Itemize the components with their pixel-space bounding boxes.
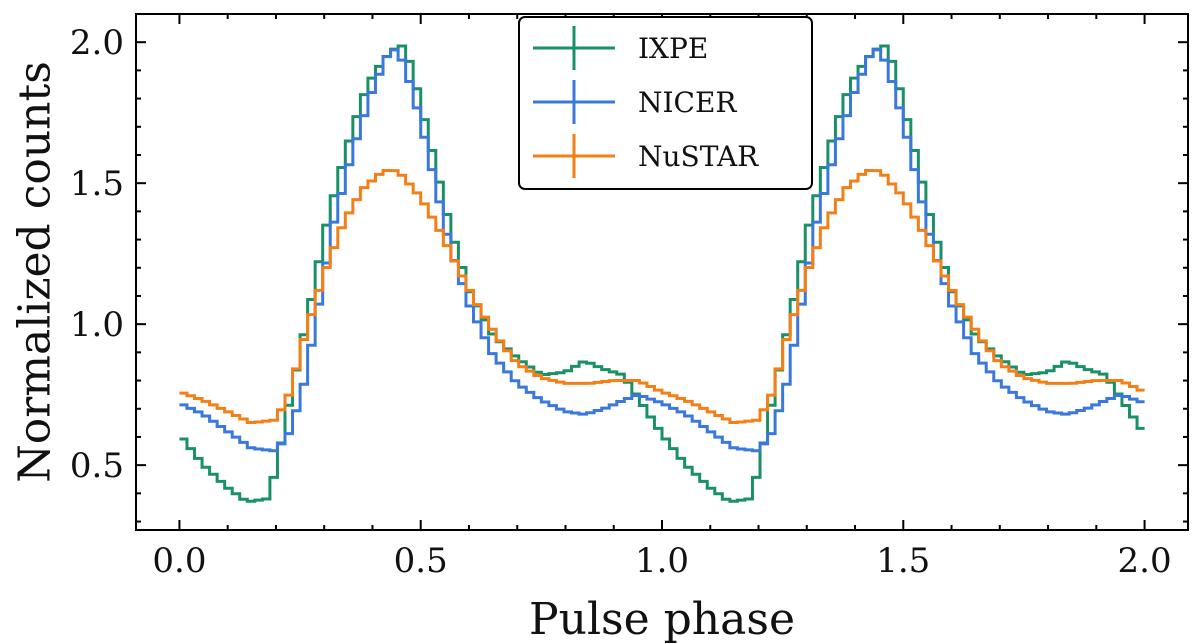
tick-labels-layer: 0.0 0.5 1.0 1.5 2.0 0.5 1.0 1.5 2.0 bbox=[70, 23, 1172, 581]
legend-label: IXPE bbox=[638, 32, 708, 65]
x-tick-label: 1.5 bbox=[876, 541, 930, 581]
series-line-nustar bbox=[179, 169, 1145, 424]
y-tick-label: 1.0 bbox=[70, 305, 124, 345]
legend-label: NuSTAR bbox=[638, 140, 759, 173]
x-axis-label: Pulse phase bbox=[529, 594, 795, 644]
x-tick-label: 2.0 bbox=[1118, 541, 1172, 581]
x-tick-label: 0.5 bbox=[394, 541, 448, 581]
x-tick-label: 1.0 bbox=[635, 541, 689, 581]
series-line-nicer bbox=[179, 48, 1145, 453]
legend-entry-ixpe: IXPE bbox=[533, 26, 708, 70]
legend: IXPE NICER NuSTAR bbox=[518, 16, 813, 190]
legend-box bbox=[518, 16, 813, 190]
y-tick-label: 0.5 bbox=[70, 446, 124, 486]
legend-entry-nicer: NICER bbox=[533, 80, 737, 124]
series-layer bbox=[179, 44, 1145, 503]
x-tick-label: 0.0 bbox=[152, 541, 206, 581]
y-axis-label: Normalized counts bbox=[10, 61, 61, 483]
y-tick-label: 1.5 bbox=[70, 164, 124, 204]
legend-entries: IXPE NICER NuSTAR bbox=[533, 26, 759, 178]
ticks-layer bbox=[136, 13, 1188, 530]
legend-entry-nustar: NuSTAR bbox=[533, 134, 759, 178]
y-tick-label: 2.0 bbox=[70, 23, 124, 63]
legend-label: NICER bbox=[638, 86, 737, 119]
